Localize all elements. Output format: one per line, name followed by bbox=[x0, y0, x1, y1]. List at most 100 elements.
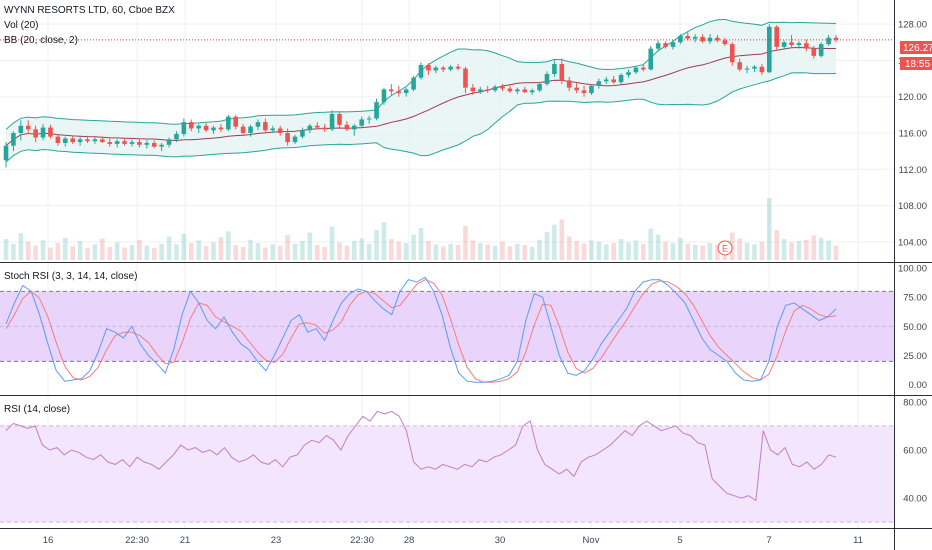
candle-body[interactable] bbox=[529, 90, 535, 93]
candle-body[interactable] bbox=[611, 79, 616, 83]
candle-body[interactable] bbox=[255, 122, 261, 127]
candle-body[interactable] bbox=[55, 136, 61, 143]
earnings-event-marker[interactable]: E bbox=[717, 240, 733, 256]
candle-body[interactable] bbox=[767, 26, 772, 73]
candle-body[interactable] bbox=[240, 126, 246, 133]
candle-body[interactable] bbox=[329, 113, 335, 130]
bb-legend[interactable]: BB (20, close, 2) bbox=[4, 35, 78, 46]
candle-body[interactable] bbox=[418, 64, 424, 78]
candle-body[interactable] bbox=[715, 37, 720, 41]
candle-body[interactable] bbox=[396, 91, 402, 94]
candle-body[interactable] bbox=[655, 43, 661, 49]
candle-body[interactable] bbox=[292, 136, 298, 143]
candle-body[interactable] bbox=[574, 87, 579, 91]
candle-body[interactable] bbox=[33, 129, 38, 138]
candle-body[interactable] bbox=[796, 43, 802, 46]
candle-body[interactable] bbox=[270, 128, 276, 131]
candle-body[interactable] bbox=[752, 66, 757, 69]
candle-body[interactable] bbox=[322, 127, 327, 130]
candle-body[interactable] bbox=[366, 118, 372, 120]
candle-body[interactable] bbox=[477, 89, 483, 92]
candle-body[interactable] bbox=[344, 124, 350, 130]
candle-body[interactable] bbox=[633, 67, 639, 73]
candle-body[interactable] bbox=[285, 133, 290, 143]
candle-body[interactable] bbox=[218, 127, 224, 130]
candle-body[interactable] bbox=[685, 35, 691, 39]
candle-body[interactable] bbox=[722, 40, 728, 45]
candle-body[interactable] bbox=[359, 119, 365, 126]
candle-body[interactable] bbox=[826, 37, 831, 45]
candle-body[interactable] bbox=[789, 42, 794, 46]
candle-body[interactable] bbox=[352, 125, 357, 130]
candle-body[interactable] bbox=[411, 77, 416, 90]
candlesticks[interactable] bbox=[0, 24, 894, 168]
candle-body[interactable] bbox=[159, 144, 164, 147]
candle-body[interactable] bbox=[448, 66, 453, 70]
candle-body[interactable] bbox=[337, 113, 342, 125]
candle-body[interactable] bbox=[314, 125, 320, 128]
candle-body[interactable] bbox=[515, 89, 520, 92]
candle-body[interactable] bbox=[833, 37, 839, 40]
candle-body[interactable] bbox=[566, 80, 572, 88]
candle-body[interactable] bbox=[641, 67, 646, 70]
candle-body[interactable] bbox=[226, 116, 231, 130]
candle-body[interactable] bbox=[522, 89, 528, 93]
candle-body[interactable] bbox=[300, 130, 305, 137]
candle-body[interactable] bbox=[603, 79, 609, 82]
candle-body[interactable] bbox=[648, 48, 654, 70]
candle-body[interactable] bbox=[626, 72, 631, 75]
candle-body[interactable] bbox=[455, 66, 461, 69]
volume-legend[interactable]: Vol (20) bbox=[4, 20, 38, 31]
candle-body[interactable] bbox=[114, 141, 120, 144]
candle-body[interactable] bbox=[744, 68, 750, 70]
candle-body[interactable] bbox=[11, 133, 16, 146]
candle-body[interactable] bbox=[196, 125, 201, 129]
candle-body[interactable] bbox=[277, 128, 283, 133]
candle-body[interactable] bbox=[100, 139, 105, 143]
candle-body[interactable] bbox=[233, 116, 239, 127]
rsi-legend[interactable]: RSI (14, close) bbox=[4, 404, 70, 415]
candle-body[interactable] bbox=[485, 89, 490, 91]
candle-body[interactable] bbox=[818, 44, 824, 56]
candle-body[interactable] bbox=[663, 43, 668, 47]
candle-body[interactable] bbox=[596, 81, 602, 86]
candle-body[interactable] bbox=[537, 84, 542, 91]
candle-body[interactable] bbox=[18, 125, 24, 133]
candle-body[interactable] bbox=[804, 43, 809, 49]
candle-body[interactable] bbox=[700, 36, 705, 42]
candle-body[interactable] bbox=[426, 64, 431, 71]
candle-body[interactable] bbox=[107, 142, 113, 144]
candle-body[interactable] bbox=[759, 66, 765, 73]
candle-body[interactable] bbox=[670, 42, 676, 47]
candle-body[interactable] bbox=[25, 125, 31, 130]
candle-body[interactable] bbox=[433, 67, 439, 71]
stoch-rsi-legend[interactable]: Stoch RSI (3, 3, 14, 14, close) bbox=[4, 271, 137, 282]
candle-body[interactable] bbox=[737, 62, 742, 70]
candle-body[interactable] bbox=[470, 87, 476, 92]
candle-body[interactable] bbox=[589, 85, 594, 94]
candle-body[interactable] bbox=[77, 139, 83, 143]
candle-body[interactable] bbox=[263, 122, 268, 131]
candle-body[interactable] bbox=[781, 42, 787, 47]
candle-body[interactable] bbox=[70, 138, 75, 143]
rsi-pane[interactable] bbox=[0, 410, 894, 523]
candle-body[interactable] bbox=[463, 68, 468, 88]
candle-body[interactable] bbox=[707, 37, 713, 42]
candle-body[interactable] bbox=[122, 141, 127, 144]
candle-body[interactable] bbox=[692, 36, 698, 39]
candle-body[interactable] bbox=[544, 74, 550, 85]
candle-body[interactable] bbox=[144, 142, 150, 145]
candle-body[interactable] bbox=[174, 133, 179, 140]
candle-body[interactable] bbox=[552, 64, 557, 75]
candle-body[interactable] bbox=[248, 126, 253, 133]
candle-body[interactable] bbox=[307, 125, 313, 131]
candle-body[interactable] bbox=[166, 139, 172, 145]
candle-body[interactable] bbox=[211, 127, 216, 131]
candle-body[interactable] bbox=[181, 122, 187, 134]
candle-body[interactable] bbox=[811, 48, 817, 56]
candle-body[interactable] bbox=[559, 64, 565, 81]
stoch-rsi-pane[interactable] bbox=[0, 276, 894, 383]
candle-body[interactable] bbox=[389, 89, 394, 92]
candle-body[interactable] bbox=[507, 88, 513, 92]
candle-body[interactable] bbox=[62, 138, 68, 143]
